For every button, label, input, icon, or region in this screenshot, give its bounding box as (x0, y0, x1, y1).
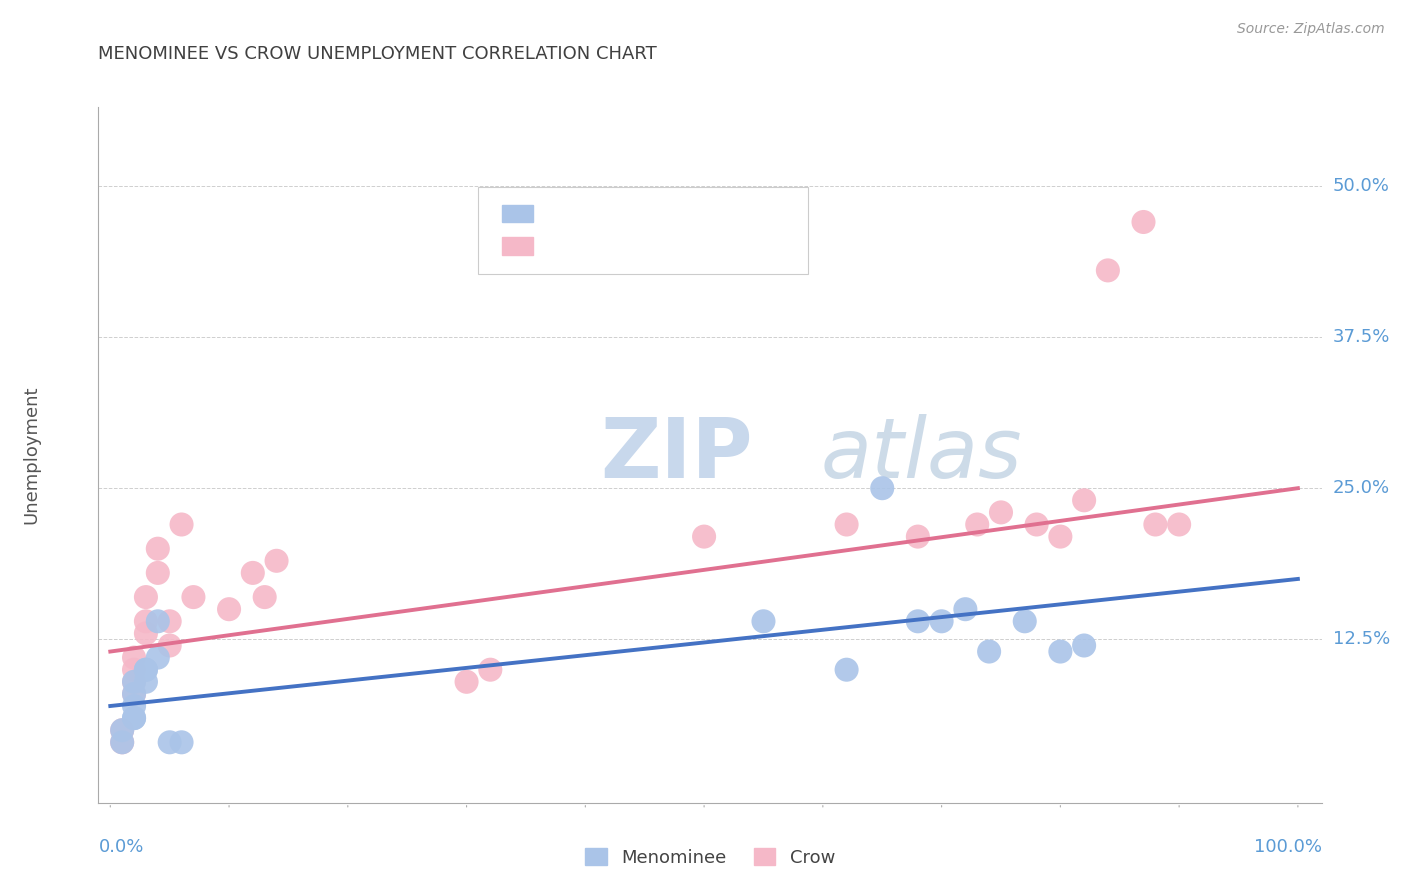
Point (870, 481, 893, 495)
Point (977, 644, 1000, 658)
Point (1025, 517, 1047, 532)
Point (159, 615, 181, 629)
Text: N = 24: N = 24 (686, 204, 748, 222)
Point (122, 674, 145, 689)
Point (931, 615, 953, 629)
Point (1073, 493, 1095, 508)
Point (1014, 615, 1036, 629)
Point (122, 711, 145, 725)
Point (253, 590, 276, 604)
Point (111, 723, 134, 738)
Point (266, 554, 288, 568)
FancyBboxPatch shape (502, 237, 533, 255)
Text: N = 33: N = 33 (686, 237, 748, 255)
Point (835, 517, 858, 532)
Point (111, 723, 134, 738)
Point (122, 711, 145, 725)
Point (752, 615, 775, 629)
Point (1049, 644, 1071, 658)
Point (966, 517, 988, 532)
Point (479, 663, 502, 677)
FancyBboxPatch shape (478, 187, 808, 274)
Point (122, 663, 145, 677)
Point (907, 530, 929, 544)
Text: 25.0%: 25.0% (1333, 479, 1391, 497)
Point (1144, 517, 1167, 532)
Point (1168, 517, 1191, 532)
Point (1049, 530, 1071, 544)
Point (835, 663, 858, 677)
Text: 12.5%: 12.5% (1333, 631, 1391, 648)
Point (693, 530, 716, 544)
Point (183, 590, 205, 604)
Point (122, 687, 145, 701)
Text: MENOMINEE VS CROW UNEMPLOYMENT CORRELATION CHART: MENOMINEE VS CROW UNEMPLOYMENT CORRELATI… (98, 45, 657, 62)
Point (111, 735, 134, 749)
Point (1097, 263, 1119, 277)
Text: R = 0.585: R = 0.585 (551, 204, 641, 222)
Point (955, 602, 977, 616)
Point (242, 566, 264, 580)
Point (456, 674, 478, 689)
FancyBboxPatch shape (502, 205, 533, 222)
Point (111, 735, 134, 749)
Point (990, 505, 1012, 519)
Point (218, 602, 240, 616)
Point (135, 663, 157, 677)
Text: R = 0.499: R = 0.499 (551, 237, 643, 255)
Point (135, 626, 157, 640)
Point (146, 541, 169, 556)
Text: Unemployment: Unemployment (22, 385, 41, 524)
Point (159, 735, 181, 749)
Point (146, 615, 169, 629)
Point (135, 615, 157, 629)
Point (135, 674, 157, 689)
Point (1073, 639, 1095, 653)
Point (122, 650, 145, 665)
Point (1132, 215, 1154, 229)
Point (122, 698, 145, 713)
Legend: Menominee, Crow: Menominee, Crow (578, 840, 842, 874)
Text: ZIP: ZIP (600, 415, 752, 495)
Point (907, 615, 929, 629)
Point (135, 590, 157, 604)
Point (170, 735, 193, 749)
Text: 50.0%: 50.0% (1333, 177, 1389, 194)
Text: 37.5%: 37.5% (1333, 328, 1391, 346)
Point (146, 650, 169, 665)
Point (122, 674, 145, 689)
Text: 100.0%: 100.0% (1254, 838, 1322, 855)
Point (135, 663, 157, 677)
Text: atlas: atlas (820, 415, 1022, 495)
Text: 0.0%: 0.0% (98, 838, 143, 855)
Text: Source: ZipAtlas.com: Source: ZipAtlas.com (1237, 22, 1385, 37)
Point (159, 639, 181, 653)
Point (122, 687, 145, 701)
Point (146, 566, 169, 580)
Point (170, 517, 193, 532)
